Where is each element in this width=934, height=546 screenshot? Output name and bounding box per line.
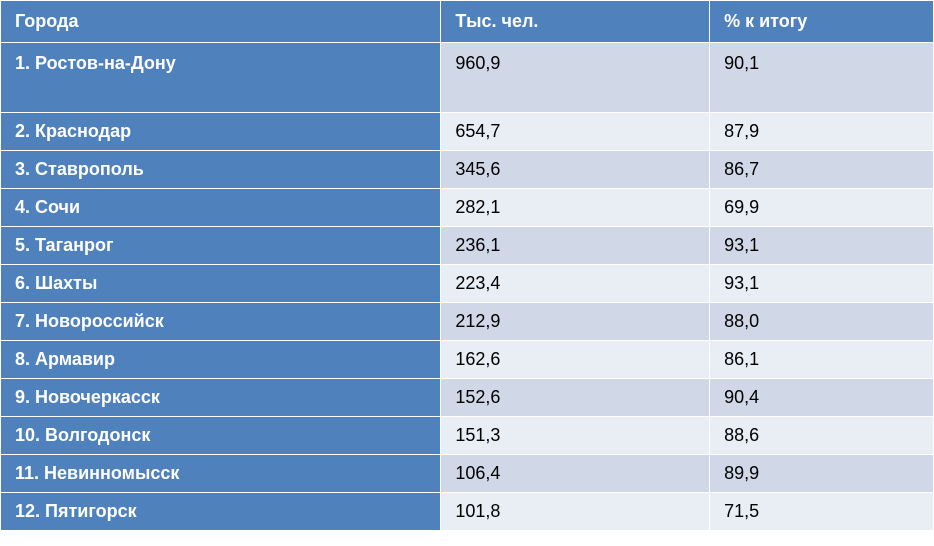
city-label: 12. Пятигорск (1, 493, 441, 531)
population-value: 345,6 (441, 151, 710, 189)
city-label: 10. Волгодонск (1, 417, 441, 455)
table-body: 1. Ростов-на-Дону960,990,12. Краснодар65… (1, 43, 934, 531)
header-percent: % к итогу (710, 1, 934, 43)
percent-value: 86,1 (710, 341, 934, 379)
population-value: 282,1 (441, 189, 710, 227)
percent-value: 69,9 (710, 189, 934, 227)
table-row: 2. Краснодар654,787,9 (1, 113, 934, 151)
percent-value: 87,9 (710, 113, 934, 151)
cities-table: Города Тыс. чел. % к итогу 1. Ростов-на-… (0, 0, 934, 531)
population-value: 236,1 (441, 227, 710, 265)
table-row: 5. Таганрог236,193,1 (1, 227, 934, 265)
city-label: 8. Армавир (1, 341, 441, 379)
percent-value: 86,7 (710, 151, 934, 189)
table-row: 7. Новороссийск212,988,0 (1, 303, 934, 341)
population-value: 960,9 (441, 43, 710, 113)
population-value: 106,4 (441, 455, 710, 493)
population-value: 212,9 (441, 303, 710, 341)
table-header: Города Тыс. чел. % к итогу (1, 1, 934, 43)
population-value: 654,7 (441, 113, 710, 151)
population-value: 151,3 (441, 417, 710, 455)
population-value: 223,4 (441, 265, 710, 303)
population-value: 152,6 (441, 379, 710, 417)
city-label: 11. Невинномысск (1, 455, 441, 493)
percent-value: 93,1 (710, 227, 934, 265)
table-row: 4. Сочи282,169,9 (1, 189, 934, 227)
percent-value: 71,5 (710, 493, 934, 531)
percent-value: 88,0 (710, 303, 934, 341)
city-label: 4. Сочи (1, 189, 441, 227)
city-label: 3. Ставрополь (1, 151, 441, 189)
city-label: 6. Шахты (1, 265, 441, 303)
percent-value: 93,1 (710, 265, 934, 303)
percent-value: 90,1 (710, 43, 934, 113)
cities-table-container: Города Тыс. чел. % к итогу 1. Ростов-на-… (0, 0, 934, 546)
city-label: 2. Краснодар (1, 113, 441, 151)
population-value: 162,6 (441, 341, 710, 379)
table-row: 11. Невинномысск106,489,9 (1, 455, 934, 493)
table-row: 9. Новочеркасск152,690,4 (1, 379, 934, 417)
percent-value: 88,6 (710, 417, 934, 455)
header-row: Города Тыс. чел. % к итогу (1, 1, 934, 43)
table-row: 10. Волгодонск151,388,6 (1, 417, 934, 455)
header-city: Города (1, 1, 441, 43)
table-row: 3. Ставрополь345,686,7 (1, 151, 934, 189)
city-label: 7. Новороссийск (1, 303, 441, 341)
table-row: 8. Армавир162,686,1 (1, 341, 934, 379)
table-row: 12. Пятигорск101,871,5 (1, 493, 934, 531)
city-label: 9. Новочеркасск (1, 379, 441, 417)
percent-value: 89,9 (710, 455, 934, 493)
city-label: 1. Ростов-на-Дону (1, 43, 441, 113)
city-label: 5. Таганрог (1, 227, 441, 265)
table-row: 1. Ростов-на-Дону960,990,1 (1, 43, 934, 113)
percent-value: 90,4 (710, 379, 934, 417)
header-population: Тыс. чел. (441, 1, 710, 43)
table-row: 6. Шахты223,493,1 (1, 265, 934, 303)
population-value: 101,8 (441, 493, 710, 531)
